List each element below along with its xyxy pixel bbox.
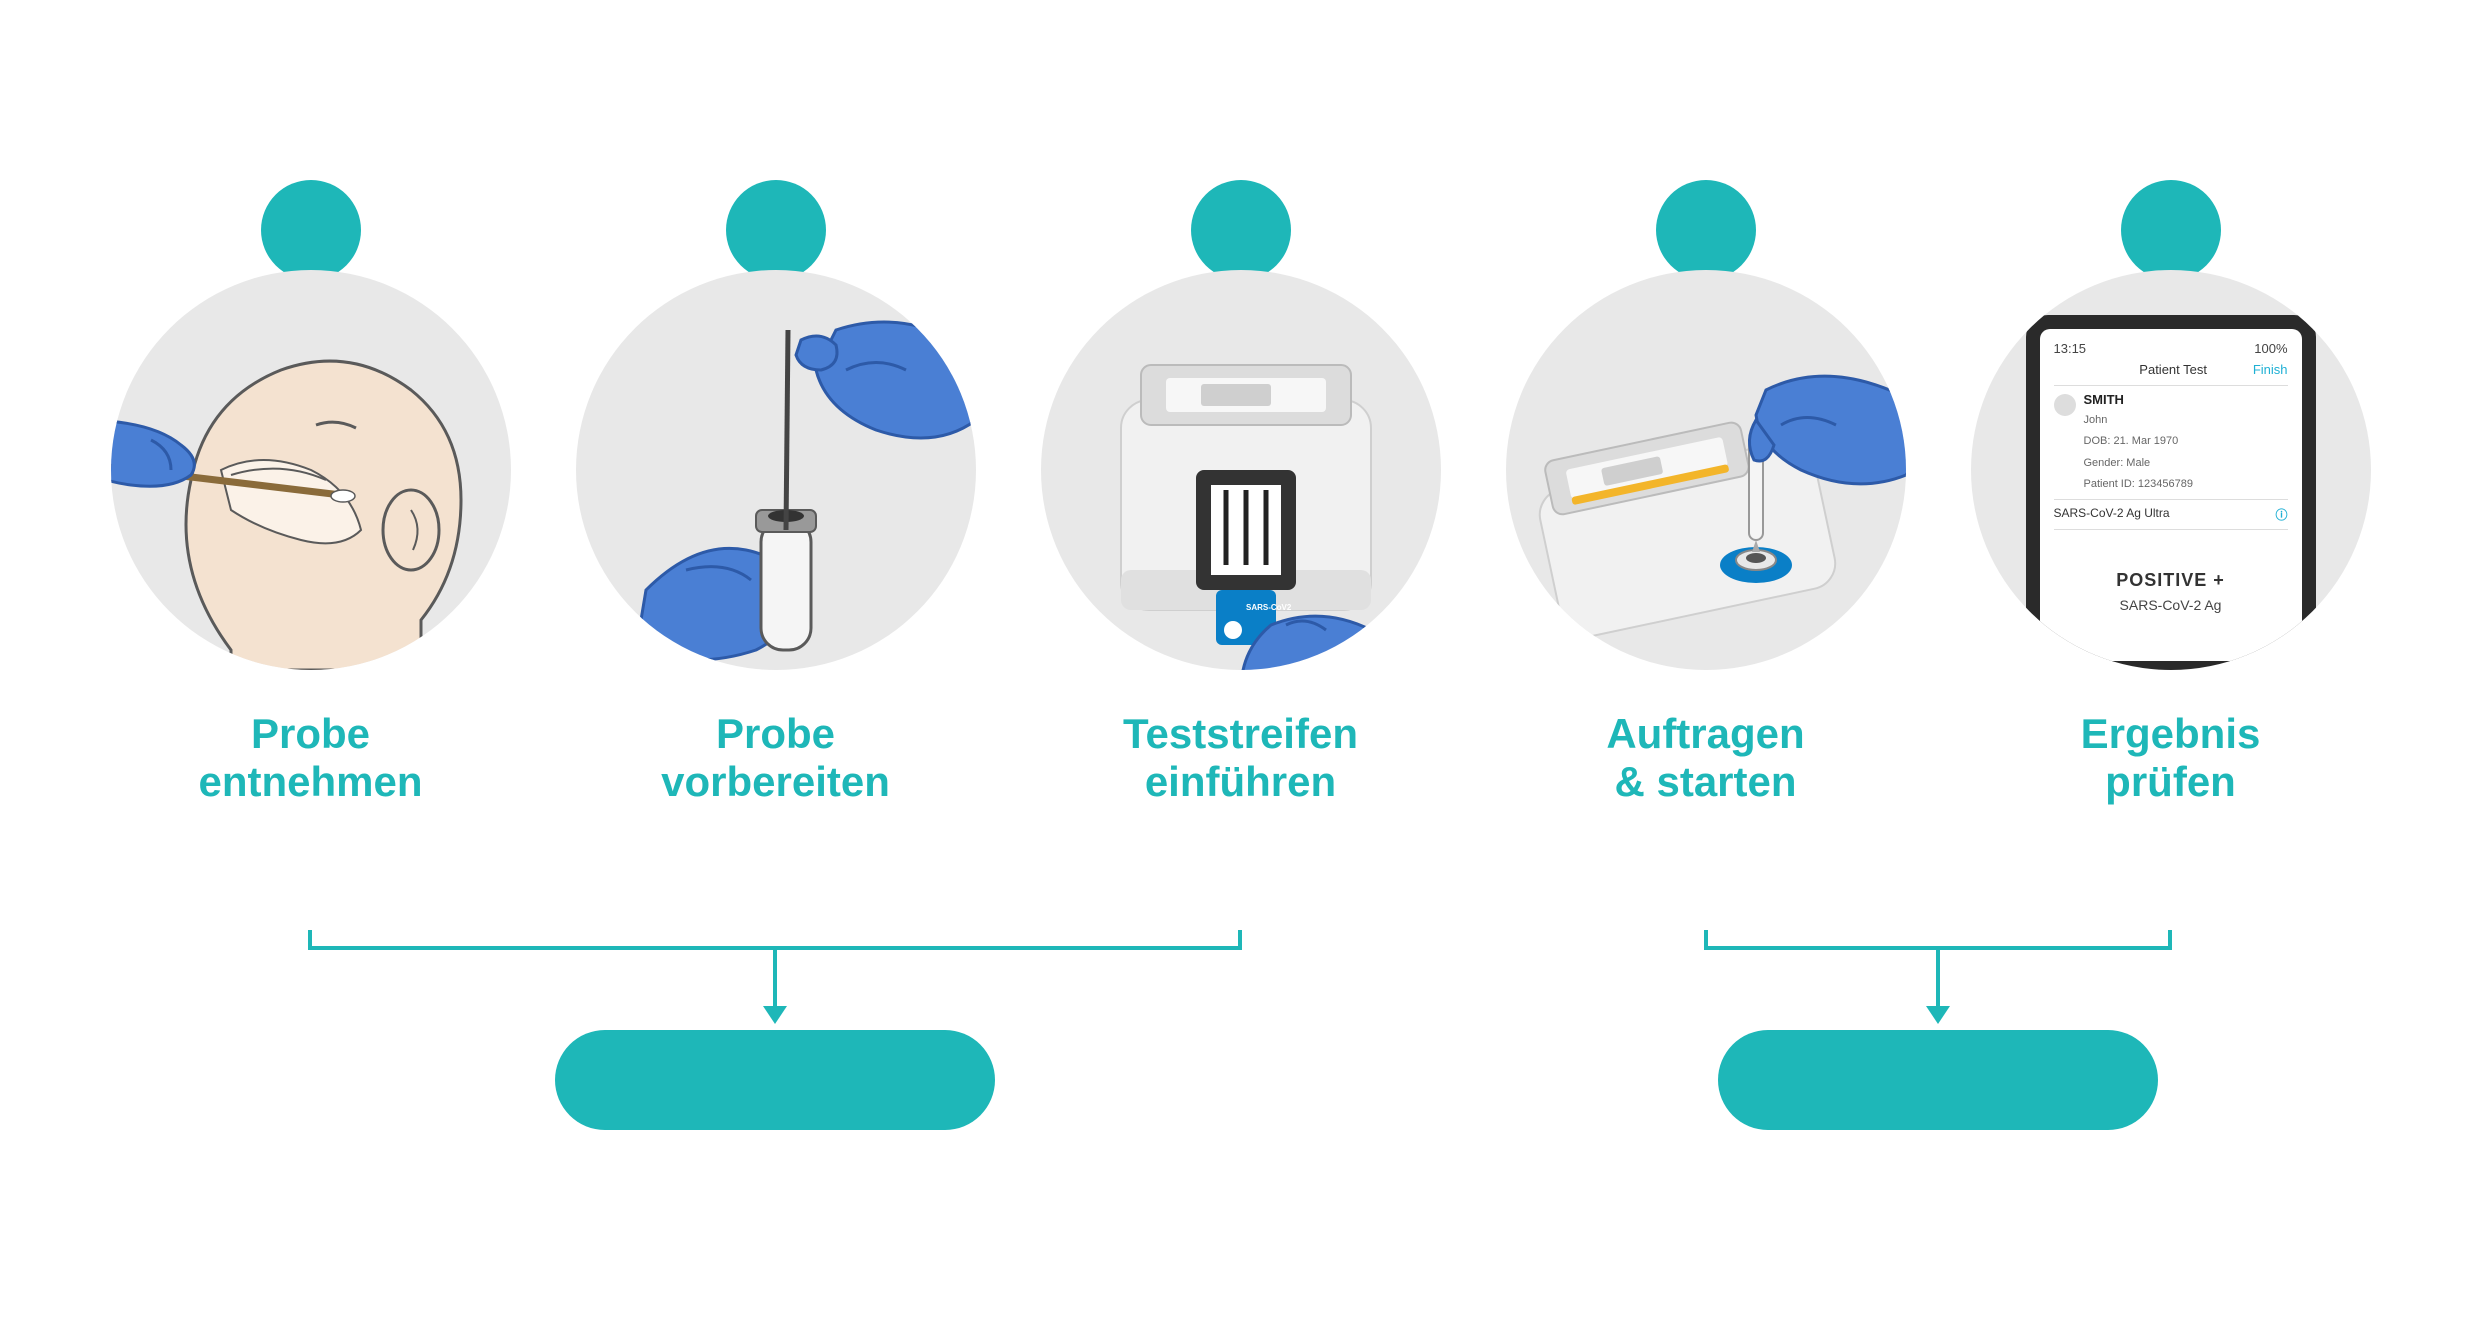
status-time: 13:15 (2054, 341, 2087, 356)
step-2: Probe vorbereiten (566, 180, 986, 807)
step-1: Probe entnehmen (101, 180, 521, 807)
patient-block: SMITH John DOB: 21. Mar 1970 Gender: Mal… (2054, 385, 2288, 500)
avatar-icon (2054, 394, 2076, 416)
step-illustration (1506, 270, 1906, 670)
patient-gender: Gender: Male (2084, 456, 2193, 471)
screen-header: Patient Test Finish (2054, 362, 2288, 377)
apply-sample-icon (1506, 270, 1906, 670)
step-4: Auftragen & starten (1496, 180, 1916, 807)
step-illustration (111, 270, 511, 670)
duration-pill-1 (555, 1030, 995, 1130)
result-main: POSITIVE + (2054, 570, 2288, 591)
arrow-down-icon (1926, 1006, 1950, 1024)
svg-text:SARS-CoV2: SARS-CoV2 (1246, 603, 1292, 612)
device-display: 13:15 100% Patient Test Finish SMITH Joh… (2040, 329, 2302, 661)
step-label: Probe entnehmen (198, 710, 422, 807)
step-label: Ergebnis prüfen (2081, 710, 2261, 807)
step-dot (261, 180, 361, 280)
step-dot (726, 180, 826, 280)
status-batt: 100% (2254, 341, 2287, 356)
result-block: POSITIVE + SARS-CoV-2 Ag (2054, 570, 2288, 613)
patient-first: John (2084, 413, 2193, 428)
assay-row: SARS-CoV-2 Ag Ultra ⓘ (2054, 500, 2288, 530)
patient-id: Patient ID: 123456789 (2084, 477, 2193, 492)
device-tablet: 13:15 100% Patient Test Finish SMITH Joh… (2026, 315, 2316, 670)
result-sub: SARS-CoV-2 Ag (2054, 597, 2288, 613)
step-3: SARS-CoV2 Teststreifen einführen (1031, 180, 1451, 807)
step-label: Auftragen & starten (1606, 710, 1804, 807)
step-5: 13:15 100% Patient Test Finish SMITH Joh… (1961, 180, 2381, 807)
tube-prep-icon (576, 270, 976, 670)
finish-link[interactable]: Finish (2253, 362, 2288, 377)
info-icon[interactable]: ⓘ (2275, 506, 2287, 523)
step-illustration (576, 270, 976, 670)
screen-title: Patient Test (2094, 362, 2253, 377)
arrow-down-icon (763, 1006, 787, 1024)
step-label: Probe vorbereiten (661, 710, 890, 807)
step-illustration: 13:15 100% Patient Test Finish SMITH Joh… (1971, 270, 2371, 670)
step-illustration: SARS-CoV2 (1041, 270, 1441, 670)
insert-strip-icon: SARS-CoV2 (1041, 270, 1441, 670)
step-label: Teststreifen einführen (1123, 710, 1358, 807)
status-bar: 13:15 100% (2054, 341, 2288, 356)
patient-dob: DOB: 21. Mar 1970 (2084, 434, 2193, 449)
steps-row: Probe entnehmen Probe vorbereiten (101, 180, 2381, 807)
assay-name: SARS-CoV-2 Ag Ultra (2054, 506, 2170, 523)
duration-pill-2 (1718, 1030, 2158, 1130)
step-dot (2121, 180, 2221, 280)
patient-surname: SMITH (2084, 392, 2193, 407)
step-dot (1191, 180, 1291, 280)
nasal-swab-icon (111, 270, 511, 670)
step-dot (1656, 180, 1756, 280)
